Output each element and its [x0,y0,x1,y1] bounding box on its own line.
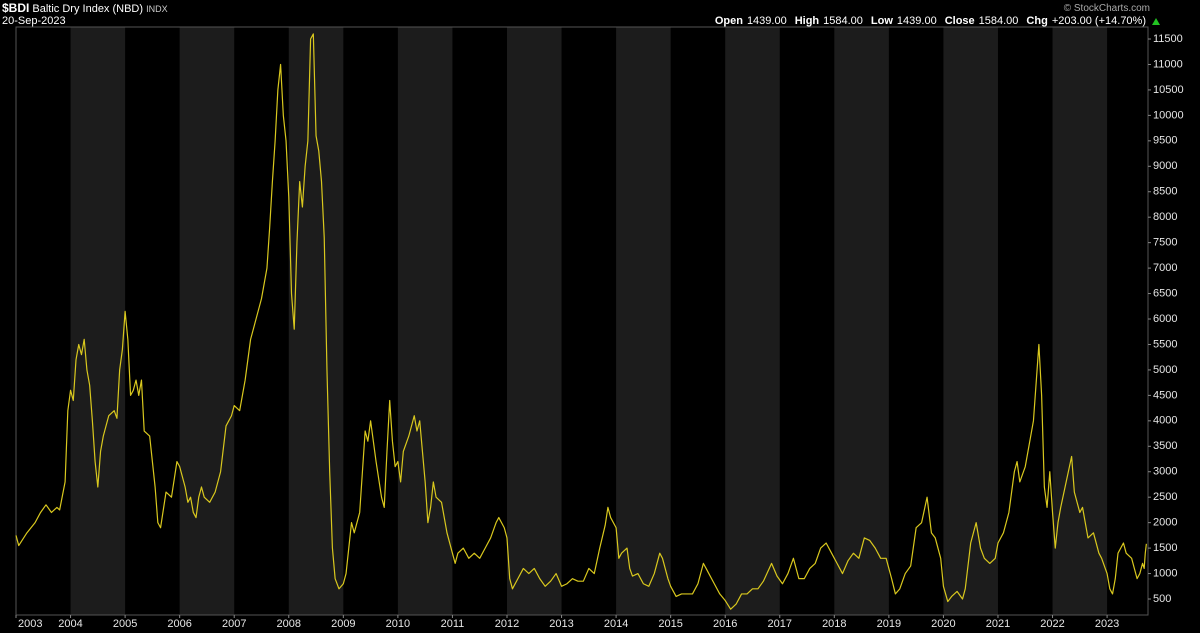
x-tick-label: 2006 [167,618,191,630]
quote-label: Open [714,15,743,27]
index-name: Baltic Dry Index (NBD) [32,3,144,15]
y-tick-label: 8500 [1153,186,1177,198]
year-band [506,27,562,615]
y-tick-label: 500 [1153,593,1171,605]
year-band [834,27,889,615]
y-tick-label: 9500 [1153,135,1177,147]
plot-frame [15,26,1149,616]
quote-value: 1584.00 [978,15,1019,27]
x-tick-label: 2014 [604,618,628,630]
up-arrow [1152,18,1160,25]
price-line [15,33,1147,610]
title-line: $BDI Baltic Dry Index (NBD) INDX [2,2,168,15]
y-tick-label: 10500 [1153,84,1184,96]
x-tick-label: 2018 [822,618,846,630]
year-band [397,27,453,615]
y-tick-label: 8000 [1153,211,1177,223]
y-tick-label: 2500 [1153,491,1177,503]
y-tick-label: 4000 [1153,415,1177,427]
symbol: $BDI [2,1,30,15]
x-tick-label: 2012 [495,618,519,630]
y-tick-label: 11000 [1153,58,1183,70]
y-tick-label: 9000 [1153,160,1177,172]
quote-value: 1439.00 [746,15,787,27]
x-tick-label: 2015 [658,618,682,630]
x-tick-label: 2007 [222,618,246,630]
y-tick-label: 3000 [1153,466,1177,478]
quote-value: 1439.00 [896,15,937,27]
quote-label: Close [944,15,975,27]
x-tick-label: 2023 [1095,618,1119,630]
x-tick-label: 2009 [331,618,355,630]
x-tick-label: 2022 [1040,618,1064,630]
year-band [179,27,235,615]
x-tick-label: 2013 [549,618,573,630]
y-tick-label: 4500 [1153,389,1177,401]
quote-label: Low [870,15,893,27]
year-band [725,27,780,615]
watermark: © StockCharts.com [1063,3,1150,14]
y-tick-label: 6500 [1153,287,1177,299]
x-tick-label: 2010 [386,618,410,630]
y-tick-label: 7500 [1153,237,1177,249]
y-tick-label: 1000 [1153,567,1177,579]
exchange: INDX [146,4,168,14]
year-band [1052,27,1108,615]
year-band [70,27,126,615]
y-tick-label: 2000 [1153,517,1177,529]
y-tick-label: 10000 [1153,109,1184,121]
y-tick-label: 11500 [1153,33,1183,45]
y-tick-label: 7000 [1153,262,1177,274]
quote-label: Chg [1026,15,1048,27]
date: 20-Sep-2023 [2,15,66,27]
x-tick-label: 2008 [277,618,301,630]
quote-value: 1584.00 [823,15,863,27]
year-band [943,27,998,615]
x-tick-label: 2021 [986,618,1010,630]
y-tick-label: 6000 [1153,313,1177,325]
quote-label: High [794,15,820,27]
year-band [616,27,671,615]
x-tick-label: 2003 [18,618,42,630]
y-tick-label: 5000 [1153,364,1177,376]
quote-line: Open 1439.00 High 1584.00 Low 1439.00 Close 158… [715,15,1146,27]
y-tick-label: 3500 [1153,440,1177,452]
x-tick-label: 2019 [877,618,901,630]
x-tick-label: 2017 [768,618,792,630]
y-tick-label: 1500 [1153,542,1177,554]
x-tick-label: 2020 [931,618,955,630]
x-tick-label: 2005 [113,618,137,630]
quote-value: +203.00 (+14.70%) [1051,15,1146,27]
x-tick-label: 2011 [441,618,465,630]
y-tick-label: 5500 [1153,338,1177,350]
x-tick-label: 2004 [58,618,82,630]
x-tick-label: 2016 [713,618,737,630]
